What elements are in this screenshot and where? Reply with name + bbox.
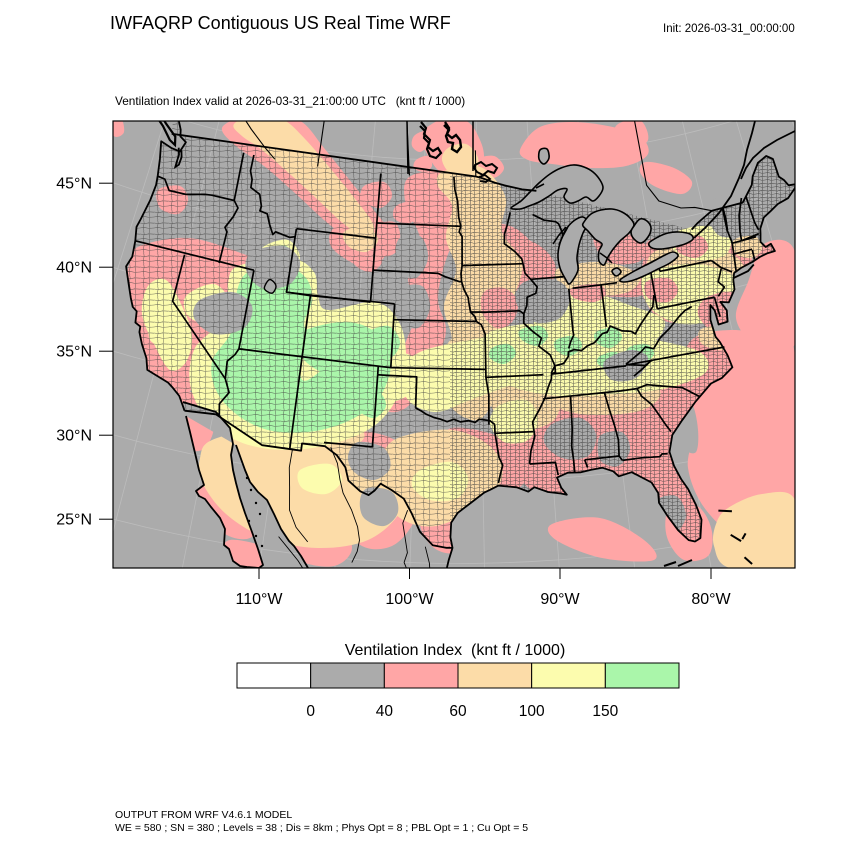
svg-text:0: 0 <box>306 703 315 720</box>
svg-text:150: 150 <box>592 703 618 720</box>
svg-text:60: 60 <box>449 703 467 720</box>
svg-text:100: 100 <box>519 703 545 720</box>
svg-text:35°N: 35°N <box>56 344 92 361</box>
svg-text:Ventilation Index valid at 202: Ventilation Index valid at 2026-03-31_21… <box>115 94 465 108</box>
svg-text:OUTPUT FROM WRF V4.6.1 MODEL: OUTPUT FROM WRF V4.6.1 MODEL <box>115 809 292 821</box>
svg-text:WE = 580 ; SN = 380 ; Levels =: WE = 580 ; SN = 380 ; Levels = 38 ; Dis … <box>115 822 528 834</box>
svg-text:30°N: 30°N <box>56 428 92 445</box>
svg-text:40: 40 <box>376 703 394 720</box>
svg-text:IWFAQRP Contiguous US Real Tim: IWFAQRP Contiguous US Real Time WRF <box>110 13 451 33</box>
svg-text:Ventilation Index (knt ft / 1: Ventilation Index (knt ft / 1000) <box>345 642 566 659</box>
svg-text:25°N: 25°N <box>56 512 92 529</box>
svg-text:90°W: 90°W <box>540 591 580 608</box>
svg-text:100°W: 100°W <box>385 591 434 608</box>
svg-text:40°N: 40°N <box>56 260 92 277</box>
svg-text:Init: 2026-03-31_00:00:00: Init: 2026-03-31_00:00:00 <box>663 23 795 35</box>
svg-text:80°W: 80°W <box>691 591 731 608</box>
svg-text:110°W: 110°W <box>235 591 283 608</box>
svg-text:45°N: 45°N <box>56 176 92 193</box>
